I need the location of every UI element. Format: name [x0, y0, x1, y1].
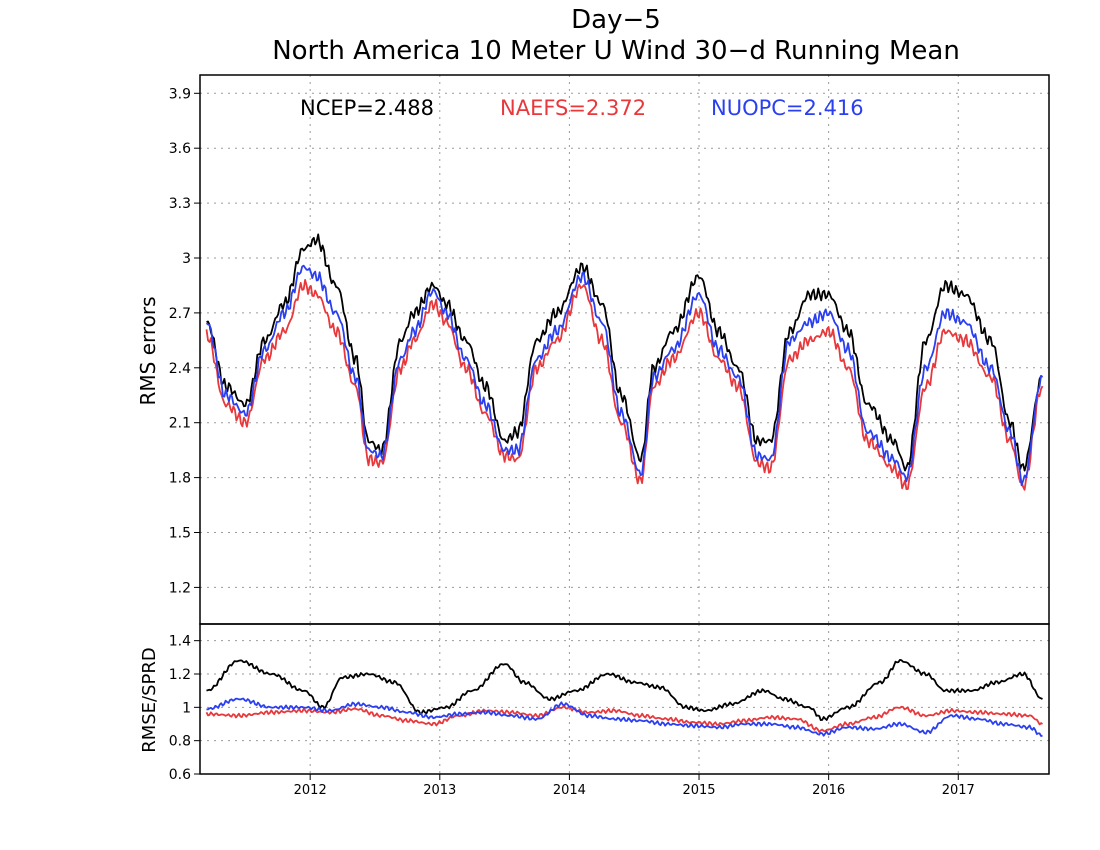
y-tick-label: 3.6: [169, 141, 191, 157]
top-y-ticks: 1.2 1.5 1.8 2.1 2.4 2.7 3 3.3 3.6 3.9: [169, 86, 200, 596]
y-tick-label: 2.1: [169, 416, 191, 432]
y-tick-label: 2.7: [169, 306, 191, 322]
legend-naefs: NAEFS=2.372: [500, 96, 646, 120]
bottom-panel: 0.6 0.8 1 1.2 1.4 2012 2013 2014 2015 2016 2017 R…: [139, 623, 1050, 798]
bottom-plot-frame: [199, 623, 1050, 775]
y-tick-label: 1.8: [169, 471, 191, 487]
y-tick-label: 0.6: [169, 767, 191, 783]
y-tick-label: 1.5: [169, 526, 191, 542]
bottom-y-axis-label: RMSE/SPRD: [139, 647, 160, 753]
y-tick-label: 0.8: [169, 734, 191, 750]
chart-title-line1: Day−5: [571, 5, 661, 35]
y-tick-label: 3.3: [169, 196, 191, 212]
x-tick-label: 2017: [942, 783, 975, 798]
top-grid: [200, 75, 1049, 624]
y-tick-label: 2.4: [169, 361, 191, 377]
x-tick-label: 2014: [553, 783, 586, 798]
x-ticks: 2012 2013 2014 2015 2016 2017: [294, 774, 975, 798]
y-tick-label: 1.2: [169, 667, 191, 683]
series-line-nuopc: [206, 697, 1043, 737]
y-tick-label: 3.9: [169, 86, 191, 102]
y-tick-label: 3: [182, 251, 191, 267]
top-series: [205, 233, 1044, 491]
x-tick-label: 2016: [812, 783, 845, 798]
bottom-y-ticks: 0.6 0.8 1 1.2 1.4: [169, 634, 200, 783]
legend-ncep: NCEP=2.488: [300, 96, 434, 120]
legend: NCEP=2.488 NAEFS=2.372 NUOPC=2.416: [300, 96, 864, 120]
legend-nuopc: NUOPC=2.416: [711, 96, 864, 120]
series-line-ncep: [206, 233, 1043, 472]
y-tick-label: 1.4: [169, 634, 191, 650]
x-tick-label: 2013: [423, 783, 456, 798]
bottom-grid: [200, 624, 1049, 774]
y-tick-label: 1.2: [169, 580, 191, 596]
top-y-axis-label: RMS errors: [136, 296, 160, 405]
chart-title-line2: North America 10 Meter U Wind 30−d Runni…: [272, 36, 960, 66]
x-tick-label: 2012: [294, 783, 327, 798]
y-tick-label: 1: [182, 700, 191, 716]
series-line-ncep: [206, 659, 1043, 721]
x-tick-label: 2015: [682, 783, 715, 798]
top-panel: 1.21.51.82.12.42.733.33.63.9 RMS errors …: [136, 74, 1050, 625]
bottom-series: [205, 659, 1043, 737]
series-line-naefs: [205, 278, 1044, 491]
series-line-naefs: [205, 705, 1043, 733]
series-line-nuopc: [205, 264, 1043, 487]
